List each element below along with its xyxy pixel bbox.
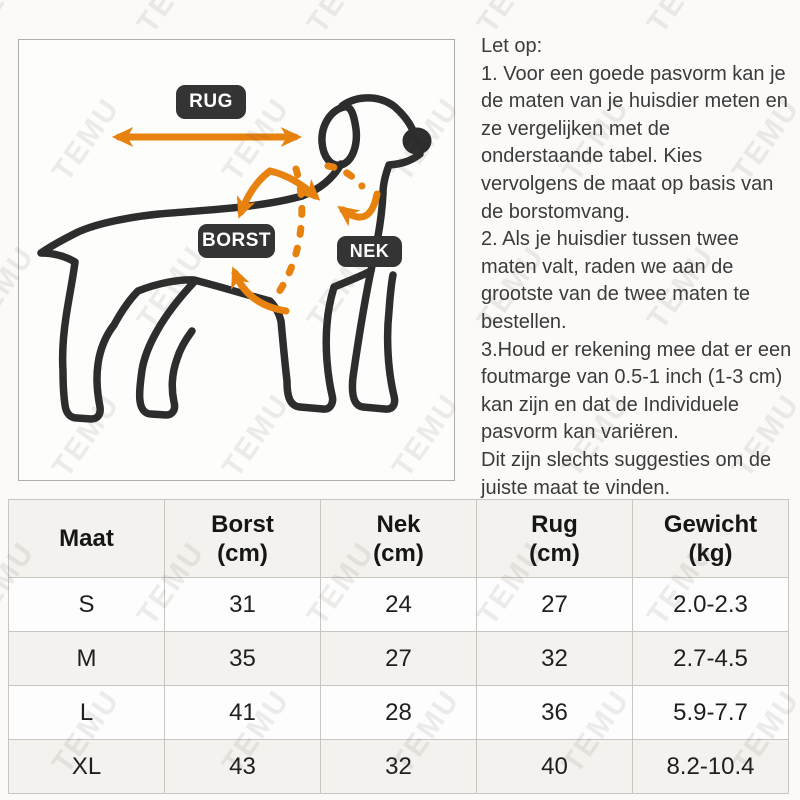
header-label: Rug: [531, 510, 578, 538]
dog-far-hind-leg: [135, 277, 199, 419]
header-label: Nek: [376, 510, 421, 538]
table-cell: XL: [8, 739, 165, 794]
neck-arc: [337, 190, 381, 227]
note-line: foutmarge van 0.5-1 inch (1-3 cm): [481, 366, 783, 389]
table-row: M 35 27 32 2.7-4.5: [8, 631, 789, 686]
dog-jaw: [379, 150, 424, 197]
table-cell: 5.9-7.7: [632, 685, 789, 740]
chest-top-arc-left: [236, 167, 274, 219]
note-line: juiste maat te vinden.: [481, 476, 670, 499]
chest-dashed-line: [270, 165, 306, 303]
header-label: Borst: [211, 510, 274, 538]
temu-watermark: TEMU: [0, 0, 42, 40]
note-line: grootste van de twee maten te: [481, 283, 751, 306]
column-header-borst: Borst (cm): [164, 499, 321, 578]
temu-watermark: TEMU: [301, 0, 382, 40]
table-row: XL 43 32 40 8.2-10.4: [8, 739, 789, 794]
table-cell: 32: [476, 631, 633, 686]
table-cell: S: [8, 577, 165, 632]
neck-dashed-line: [324, 162, 366, 190]
table-cell: 2.0-2.3: [632, 577, 789, 632]
rug-label: RUG: [176, 85, 246, 119]
header-label: Maat: [59, 525, 114, 552]
table-cell: 35: [164, 631, 321, 686]
measurement-arrows: [111, 127, 381, 315]
table-cell: 40: [476, 739, 633, 794]
note-line: ze vergelijken met de: [481, 117, 670, 140]
header-unit: (cm): [529, 539, 580, 567]
dog-measurement-diagram: RUG BORST NEK: [18, 39, 455, 481]
note-line: bestellen.: [481, 310, 567, 333]
temu-watermark: TEMU: [131, 0, 212, 40]
chest-top-arc-right: [266, 167, 321, 201]
nek-label: NEK: [337, 236, 402, 267]
table-cell: L: [8, 685, 165, 740]
column-header-nek: Nek (cm): [320, 499, 477, 578]
table-cell: 8.2-10.4: [632, 739, 789, 794]
note-line: 2. Als je huisdier tussen twee: [481, 228, 739, 251]
note-line: de maten van je huisdier meten en: [481, 90, 788, 113]
note-line: 3.Houd er rekening mee dat er een: [481, 338, 792, 361]
table-cell: 27: [320, 631, 477, 686]
table-cell: 41: [164, 685, 321, 740]
header-label: Gewicht: [663, 510, 758, 538]
note-line: kan zijn en dat de Individuele: [481, 393, 739, 416]
table-cell: 2.7-4.5: [632, 631, 789, 686]
table-cell: 28: [320, 685, 477, 740]
header-unit: (cm): [373, 539, 424, 567]
instructions-note: Let op: 1. Voor een goede pasvorm kan je…: [481, 33, 799, 502]
dog-body: [37, 192, 375, 423]
table-cell: 32: [320, 739, 477, 794]
note-line: pasvorm kan variëren.: [481, 421, 679, 444]
borst-label: BORST: [198, 224, 275, 258]
table-row: L 41 28 36 5.9-7.7: [8, 685, 789, 740]
dog-nose: [402, 127, 432, 155]
table-cell: 31: [164, 577, 321, 632]
note-line: Let op:: [481, 35, 543, 57]
dog-neck-front-leg: [348, 189, 399, 413]
size-table: Maat Borst (cm) Nek (cm) Rug (cm) Gewich…: [8, 499, 789, 794]
column-header-maat: Maat: [8, 499, 165, 578]
header-unit: (kg): [688, 539, 733, 567]
chest-bottom-arc: [231, 266, 290, 315]
header-unit: (cm): [217, 539, 268, 567]
table-cell: M: [8, 631, 165, 686]
column-header-gewicht: Gewicht (kg): [632, 499, 789, 578]
note-line: onderstaande tabel. Kies: [481, 145, 703, 168]
table-cell: 24: [320, 577, 477, 632]
table-header-row: Maat Borst (cm) Nek (cm) Rug (cm) Gewich…: [8, 499, 789, 578]
note-line: vervolgens de maat op basis van: [481, 172, 774, 195]
table-row: S 31 24 27 2.0-2.3: [8, 577, 789, 632]
note-line: de borstomvang.: [481, 200, 630, 223]
column-header-rug: Rug (cm): [476, 499, 633, 578]
dog-ear: [318, 103, 361, 169]
table-cell: 27: [476, 577, 633, 632]
table-cell: 43: [164, 739, 321, 794]
note-line: maten valt, raden we aan de: [481, 255, 734, 278]
table-cell: 36: [476, 685, 633, 740]
note-line: Dit zijn slechts suggesties om de: [481, 448, 772, 471]
note-line: 1. Voor een goede pasvorm kan je: [481, 62, 786, 85]
